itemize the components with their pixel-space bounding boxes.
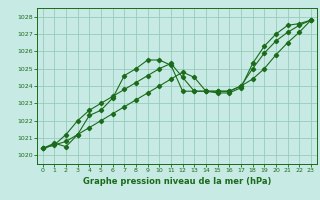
X-axis label: Graphe pression niveau de la mer (hPa): Graphe pression niveau de la mer (hPa) [83,177,271,186]
